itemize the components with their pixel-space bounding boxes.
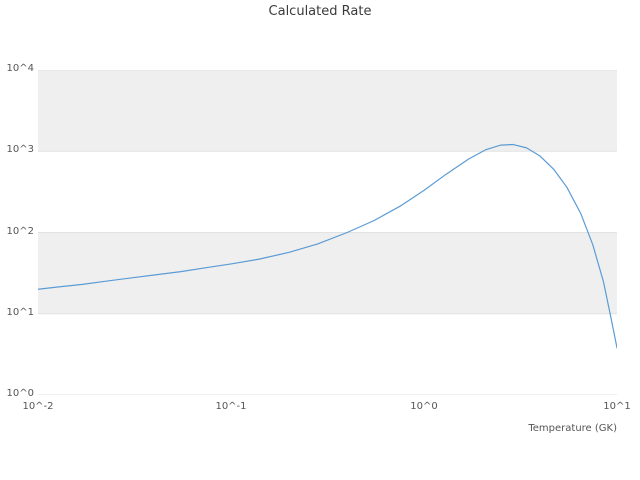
- y-tick-label: 10^0: [6, 388, 34, 399]
- x-tick-label: 10^-2: [22, 401, 54, 412]
- x-tick-label: 10^-1: [215, 401, 247, 412]
- x-tick-label: 10^0: [410, 401, 438, 412]
- y-tick-label: 10^2: [6, 226, 34, 237]
- chart-title: Calculated Rate: [268, 4, 372, 19]
- x-tick-label: 10^1: [603, 401, 631, 412]
- y-tick-label: 10^4: [6, 63, 34, 74]
- y-tick-label: 10^3: [6, 144, 34, 155]
- x-axis-label: Temperature (GK): [528, 423, 617, 434]
- plot-area: [38, 70, 617, 395]
- y-tick-label: 10^1: [6, 307, 34, 318]
